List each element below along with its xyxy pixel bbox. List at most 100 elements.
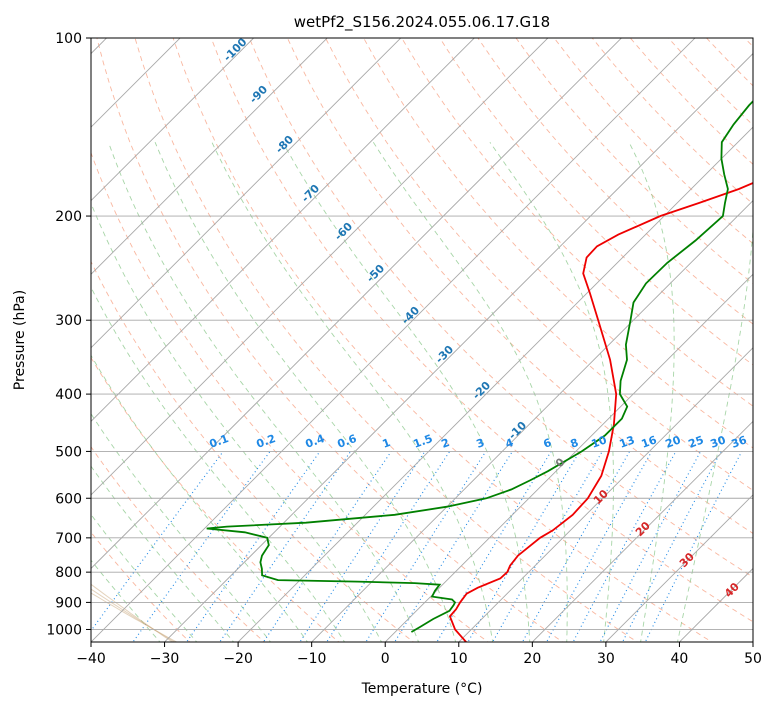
dry-adiabat-line [210,38,753,623]
dry-adiabat-line [401,38,753,407]
temperature-profile-line [448,182,753,642]
x-tick-label: 10 [450,651,468,667]
mixing-ratio-label: 0.4 [304,432,327,451]
annotations: -100-90-80-70-60-50-40-30-20-10010203040… [208,35,749,600]
moist-adiabat-line [91,286,346,642]
mixing-ratio-label: 6 [542,436,554,451]
y-axis: 100 200 300 400 500 600 700 800 900 1000 [46,31,91,638]
y-tick-label: 1000 [46,622,82,638]
chart-title: wetPf2_S156.2024.055.06.17.G18 [294,13,550,32]
mixing-ratio-line [621,451,722,642]
dry-adiabat-line [325,38,753,491]
mixing-ratio-line [572,451,677,642]
dry-adiabat-label: -70 [299,182,322,205]
x-tick-label: 20 [523,651,541,667]
mixing-ratio-label: 4 [504,436,516,451]
mixing-ratio-label: 3 [475,436,487,451]
dry-adiabat-line [286,38,753,535]
moist-adiabat-line [91,513,198,642]
isotherm-gridline [91,38,549,496]
y-tick-label: 700 [55,531,82,547]
dry-adiabat-label: -20 [470,379,493,402]
x-tick-label: −30 [150,651,180,667]
mixing-ratio-line [262,451,392,642]
y-tick-label: 500 [55,444,82,460]
dry-adiabat-line [439,38,753,366]
mixing-ratio-line [644,451,743,642]
dry-adiabat-line [363,38,753,449]
x-tick-label: 50 [744,651,762,667]
moist-adiabat-line [282,141,531,642]
mixing-ratio-line [599,451,702,642]
dry-adiabat-label: -50 [364,262,387,285]
moist-adiabat-line [211,142,494,642]
grid [91,38,753,642]
mixing-ratio-line [219,451,352,642]
x-tick-label: 0 [381,651,390,667]
mixing-ratio-line [326,451,451,642]
moist-adiabat-line [677,224,753,642]
dry-adiabat-line [91,151,489,642]
y-tick-label: 300 [55,313,82,329]
x-tick-label: 30 [597,651,615,667]
dry-adiabat-line [477,38,753,325]
mixing-ratio-label: 25 [687,433,706,450]
x-tick-label: −10 [297,651,327,667]
mixing-ratio-label: 8 [569,436,581,451]
y-tick-label: 200 [55,209,82,225]
isotherm-gridline [605,494,753,642]
isotherm-gridline [91,38,402,349]
dry-adiabat-label: -100 [221,35,250,64]
dry-adiabat-line [134,38,639,642]
mixing-ratio-label: 0.1 [208,432,231,451]
dry-adiabat-line [744,38,753,48]
mixing-ratio-label: 1 [381,436,393,451]
plot-frame [90,37,754,643]
isotherm-gridline [91,38,328,275]
isotherm-gridline [91,38,623,570]
mixing-ratio-line [299,451,426,642]
isotherm-gridline [237,126,753,642]
mixing-ratio-label: 36 [730,433,749,451]
x-tick-label: −40 [76,651,106,667]
dry-adiabat-label: -60 [332,220,355,243]
mixing-ratio-label: 0.2 [255,432,278,451]
dry-adiabat-line [91,445,265,642]
moist-adiabat-label: 10 [591,487,611,507]
series-group [206,99,753,642]
dry-adiabat-line [553,38,753,245]
moist-adiabat-line [107,142,420,642]
mixing-ratio-label: 2 [440,436,452,451]
y-tick-label: 900 [55,595,82,611]
mixing-ratio-label: 20 [664,433,683,451]
mixing-ratio-line [365,451,487,642]
isotherm-gridline [311,200,753,642]
y-tick-label: 100 [55,31,82,47]
moist-adiabat-line [91,202,383,642]
mixing-ratio-line [467,451,581,642]
background-lines [91,38,753,642]
dry-adiabat-line [96,38,564,642]
isotherm-gridline [91,38,181,128]
mixing-ratio-label: 16 [640,433,659,451]
moist-adiabat-line [489,141,614,642]
mixing-ratio-line [394,451,513,642]
x-tick-label: −20 [223,651,253,667]
moist-adiabat-line [91,412,272,642]
moist-adiabat-label: 20 [633,519,653,539]
moist-adiabat-line [91,465,235,642]
isotherm-gridline [678,567,753,642]
y-tick-label: 800 [55,565,82,581]
isotherm-gridline [91,38,255,202]
isotherm-gridline [384,273,753,642]
mixing-ratio-label: 10 [590,433,609,451]
isotherm-gridline [531,420,753,642]
moist-adiabat-line [372,141,568,642]
isotherm-gridline [458,347,753,642]
mixing-ratio-line [185,451,321,642]
isotherm-gridline [91,38,475,422]
dry-adiabat-line [172,38,713,642]
dry-adiabat-label: -80 [273,133,296,156]
dry-adiabat-line [515,38,753,285]
